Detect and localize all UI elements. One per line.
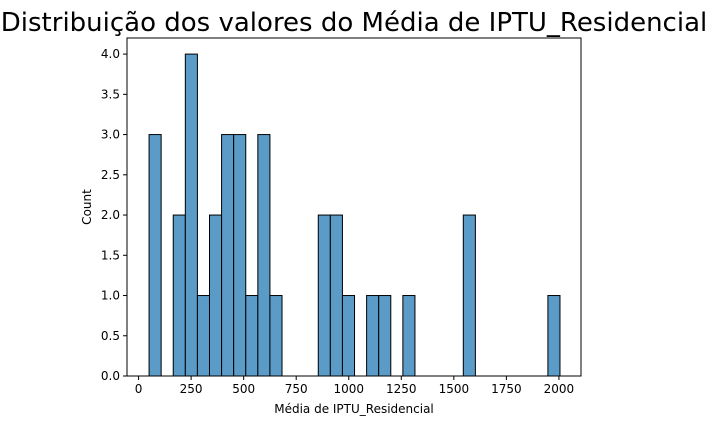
y-axis-ticks: 0.0 0.5 1.0 1.5 2.0 2.5 3.0 3.5 4.0 — [101, 47, 127, 383]
histogram-bar-9 — [269, 295, 283, 377]
x-tick-label-2: 500 — [232, 382, 255, 396]
histogram-bar-4 — [208, 214, 223, 377]
bars-group — [148, 53, 561, 377]
histogram-bar-1 — [172, 214, 186, 377]
histogram-bar-10 — [317, 214, 331, 377]
histogram-bar-3 — [196, 295, 210, 377]
histogram-bar-7 — [245, 295, 259, 377]
y-tick-label-4: 2.0 — [101, 208, 120, 222]
y-tick-label-3: 1.5 — [101, 248, 120, 262]
chart-title: Distribuição dos valores do Média de IPT… — [1, 8, 707, 38]
y-tick-label-2: 1.0 — [101, 289, 120, 303]
x-tick-label-3: 750 — [285, 382, 308, 396]
x-tick-label-1: 250 — [180, 382, 203, 396]
histogram-bar-8 — [257, 134, 271, 377]
x-axis-ticks: 0 250 500 750 1000 1250 1500 1750 2000 — [135, 376, 574, 396]
x-tick-label-6: 1500 — [439, 382, 470, 396]
y-tick-label-7: 3.5 — [101, 87, 120, 101]
x-tick-label-8: 2000 — [544, 382, 575, 396]
x-tick-label-5: 1250 — [386, 382, 417, 396]
y-tick-label-1: 0.5 — [101, 329, 120, 343]
x-tick-label-7: 1750 — [491, 382, 522, 396]
y-tick-label-8: 4.0 — [101, 47, 120, 61]
histogram-bar-13 — [366, 295, 380, 377]
y-axis-label: Count — [80, 189, 94, 225]
y-tick-label-5: 2.5 — [101, 168, 120, 182]
x-tick-label-0: 0 — [135, 382, 143, 396]
histogram-bar-5 — [221, 134, 235, 377]
histogram-bar-17 — [547, 295, 561, 377]
x-axis-label: Média de IPTU_Residencial — [274, 402, 434, 416]
histogram-bar-0 — [148, 134, 162, 377]
histogram-bar-14 — [378, 295, 392, 377]
histogram-bar-11 — [329, 214, 343, 377]
histogram-bar-12 — [341, 295, 356, 377]
plot-frame — [126, 37, 582, 377]
y-tick-label-6: 3.0 — [101, 128, 120, 142]
histogram-bar-16 — [462, 214, 476, 377]
histogram-bar-2 — [184, 53, 198, 377]
histogram-bar-6 — [233, 134, 247, 377]
x-tick-label-4: 1000 — [333, 382, 364, 396]
y-tick-label-0: 0.0 — [101, 369, 120, 383]
histogram-bar-15 — [402, 295, 416, 377]
